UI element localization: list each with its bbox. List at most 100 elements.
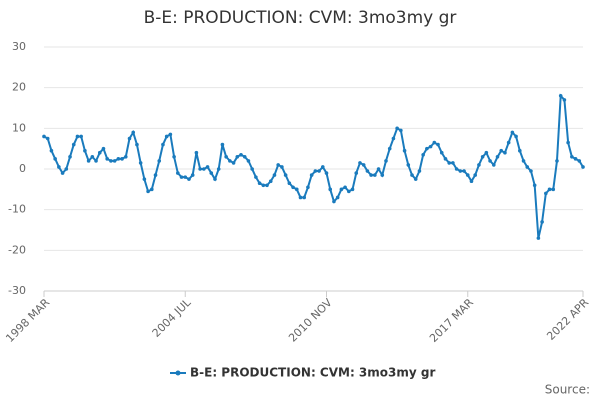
- point: [577, 159, 582, 163]
- point: [250, 167, 254, 171]
- legend-label: B-E: PRODUCTION: CVM: 3mo3my gr: [190, 366, 435, 380]
- point: [112, 159, 117, 163]
- point: [488, 159, 492, 163]
- point: [317, 169, 321, 173]
- point: [439, 150, 444, 155]
- point: [60, 171, 65, 175]
- point: [529, 169, 533, 173]
- point: [94, 159, 98, 163]
- point: [116, 157, 121, 161]
- point: [179, 175, 184, 179]
- point: [261, 183, 266, 188]
- point: [436, 142, 440, 147]
- point: [213, 177, 217, 181]
- y-tick-label: 10: [12, 121, 26, 134]
- point: [205, 165, 210, 169]
- point: [283, 173, 288, 177]
- point: [220, 142, 225, 147]
- point: [272, 173, 277, 177]
- point: [268, 179, 273, 183]
- point: [562, 98, 567, 102]
- point: [395, 126, 399, 131]
- point: [573, 157, 578, 161]
- point: [49, 148, 54, 153]
- point: [105, 157, 109, 161]
- y-tick-label: -10: [8, 203, 26, 216]
- point: [506, 140, 511, 145]
- point: [324, 171, 329, 175]
- y-tick-label: 20: [12, 81, 26, 94]
- point: [71, 142, 76, 147]
- point: [131, 130, 136, 135]
- point: [298, 195, 303, 200]
- point: [83, 148, 87, 153]
- point: [451, 161, 455, 165]
- point: [161, 142, 165, 147]
- point: [228, 159, 232, 163]
- chart-title: B-E: PRODUCTION: CVM: 3mo3my gr: [144, 8, 457, 28]
- point: [410, 173, 414, 177]
- point: [79, 134, 83, 139]
- legend-marker: [175, 370, 181, 376]
- point: [150, 187, 154, 192]
- point: [313, 169, 318, 173]
- point: [153, 173, 158, 177]
- point: [209, 171, 214, 175]
- point: [68, 155, 72, 159]
- point: [176, 171, 180, 175]
- point: [354, 171, 359, 175]
- point: [45, 136, 50, 141]
- point: [373, 173, 377, 177]
- point: [465, 173, 470, 177]
- point: [551, 187, 556, 192]
- point: [358, 161, 362, 165]
- point: [399, 128, 403, 133]
- point: [503, 150, 507, 155]
- point: [540, 220, 544, 224]
- x-tick-label: 2004 JUL: [150, 295, 194, 339]
- point: [570, 155, 574, 159]
- point: [510, 130, 515, 135]
- point: [257, 181, 262, 186]
- point: [198, 167, 202, 171]
- point: [109, 159, 113, 163]
- point: [558, 94, 563, 98]
- point: [384, 159, 388, 163]
- point: [64, 167, 69, 171]
- point: [123, 155, 128, 159]
- point: [581, 165, 585, 169]
- y-tick-label: 0: [19, 162, 26, 175]
- point: [425, 146, 429, 151]
- point: [428, 144, 433, 149]
- point: [347, 189, 351, 194]
- point: [421, 152, 425, 157]
- point: [190, 173, 195, 177]
- point: [417, 169, 422, 173]
- point: [86, 159, 91, 163]
- point: [406, 163, 411, 167]
- source: Source:: [545, 383, 590, 397]
- point: [454, 167, 459, 171]
- point: [276, 163, 280, 167]
- point: [514, 134, 518, 139]
- point: [57, 165, 61, 169]
- point: [350, 187, 355, 192]
- point: [402, 148, 407, 153]
- point: [183, 175, 188, 179]
- point: [491, 163, 496, 167]
- point: [499, 148, 504, 153]
- point: [280, 165, 284, 169]
- point: [335, 195, 340, 200]
- point: [387, 146, 392, 151]
- point: [555, 159, 559, 163]
- point: [142, 177, 147, 181]
- point: [477, 163, 481, 167]
- point: [525, 165, 530, 169]
- point: [365, 169, 370, 173]
- point: [265, 183, 269, 188]
- point: [101, 146, 106, 151]
- point: [544, 191, 548, 196]
- y-tick-label: -30: [8, 284, 26, 297]
- point: [90, 155, 95, 159]
